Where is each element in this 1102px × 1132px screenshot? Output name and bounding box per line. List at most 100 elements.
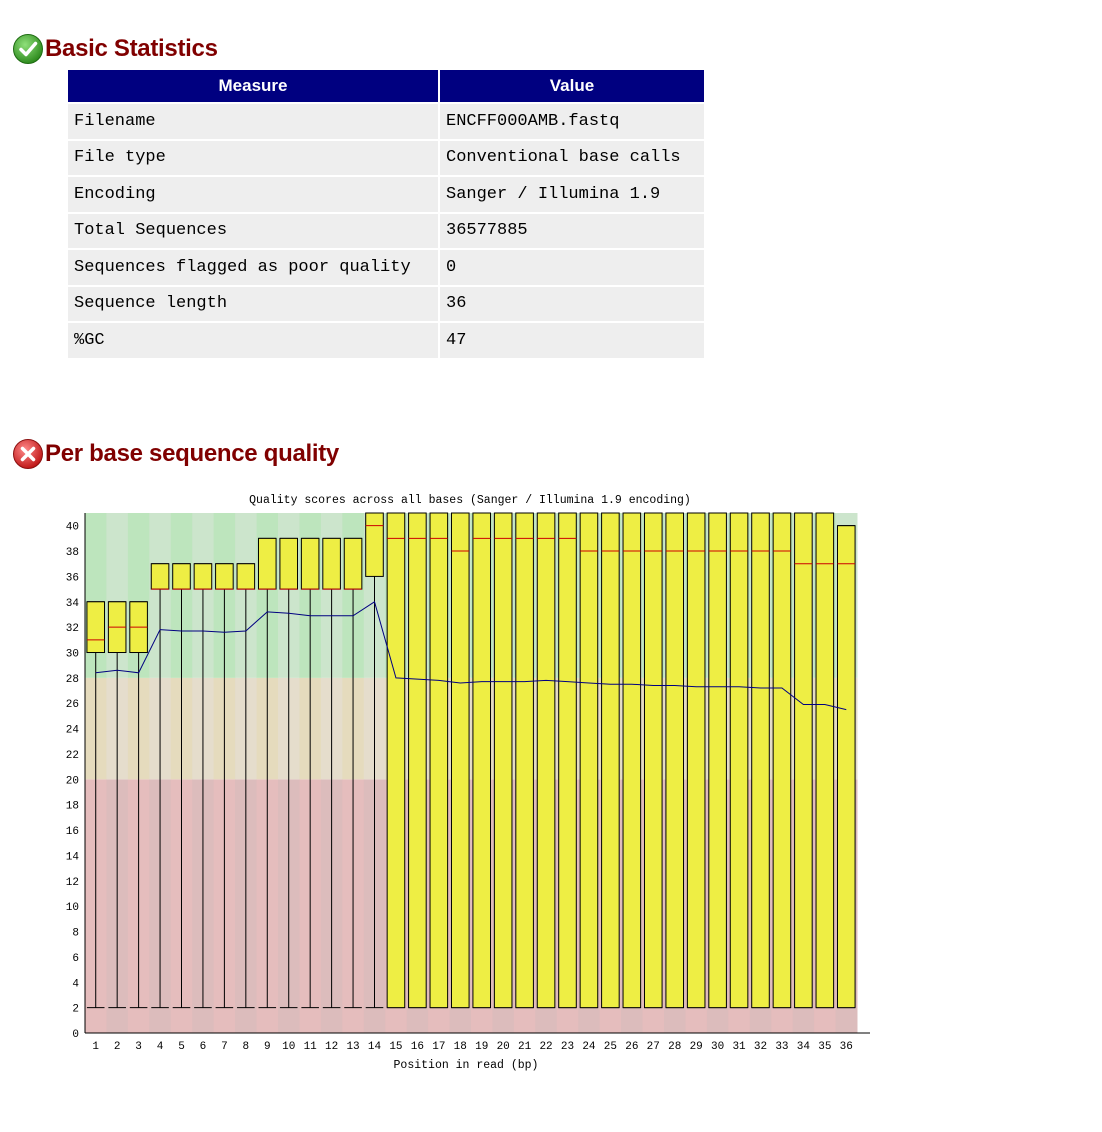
box-position-35 [815,512,835,1009]
y-tick-label: 28 [66,674,79,686]
y-tick-label: 20 [66,775,79,787]
value-cell: 47 [440,323,704,358]
table-row: %GC 47 [68,323,704,358]
box-iqr [386,512,406,1009]
x-tick-label: 32 [754,1041,767,1053]
y-tick-label: 0 [72,1029,79,1041]
box-iqr [86,601,106,654]
box-position-36 [836,525,856,1009]
box-position-25 [601,512,620,1009]
basic-statistics-table: Measure Value Filename ENCFF000AMB.fastq… [66,68,706,360]
x-tick-label: 15 [389,1041,402,1053]
x-tick-label: 1 [92,1041,99,1053]
box-position-23 [558,512,577,1009]
box-position-33 [772,512,792,1009]
y-tick-label: 24 [66,725,80,737]
column-header-value: Value [440,70,704,102]
table-row: Total Sequences 36577885 [68,213,704,248]
measure-cell: %GC [68,323,438,358]
box-position-12 [322,537,341,1009]
y-tick-label: 14 [66,851,80,863]
x-tick-label: 12 [325,1041,338,1053]
box-position-28 [665,512,685,1009]
table-header-row: Measure Value [68,70,704,102]
box-position-5 [172,563,191,1009]
box-position-31 [729,512,749,1009]
y-tick-label: 38 [66,547,79,559]
box-position-22 [536,512,556,1009]
box-position-24 [579,512,599,1009]
box-iqr [815,512,835,1009]
box-position-17 [429,512,449,1009]
box-position-11 [300,537,320,1009]
y-tick-label: 36 [66,572,79,584]
box-iqr [472,512,492,1009]
x-tick-label: 30 [711,1041,724,1053]
x-tick-label: 28 [668,1041,681,1053]
y-tick-label: 12 [66,877,79,889]
y-tick-label: 32 [66,623,79,635]
box-iqr [300,537,320,590]
x-tick-label: 13 [346,1041,359,1053]
x-tick-label: 35 [818,1041,831,1053]
x-axis-label: Position in read (bp) [394,1059,539,1072]
box-iqr [643,512,663,1009]
x-tick-label: 23 [561,1041,574,1053]
per-base-quality-heading: Per base sequence quality [12,437,339,471]
box-iqr [794,512,813,1009]
box-position-2 [107,601,127,1009]
x-tick-label: 4 [157,1041,164,1053]
box-iqr [215,563,234,590]
box-iqr [365,512,384,577]
table-row: Encoding Sanger / Illumina 1.9 [68,177,704,212]
box-iqr [515,512,534,1009]
x-tick-label: 3 [135,1041,142,1053]
x-tick-label: 17 [432,1041,445,1053]
box-position-16 [408,512,427,1009]
x-tick-label: 36 [840,1041,853,1053]
value-cell: 36577885 [440,213,704,248]
box-position-32 [751,512,770,1009]
box-iqr [665,512,685,1009]
x-tick-label: 9 [264,1041,271,1053]
box-position-34 [794,512,813,1009]
box-iqr [257,537,277,590]
basic-statistics-heading: Basic Statistics [12,32,218,66]
basic-statistics-title: Basic Statistics [45,35,218,62]
x-tick-label: 16 [411,1041,424,1053]
box-iqr [236,563,256,590]
x-tick-label: 20 [497,1041,510,1053]
value-cell: Conventional base calls [440,140,704,175]
box-iqr [601,512,620,1009]
cross-circle-icon [13,439,43,469]
box-position-26 [622,512,642,1009]
measure-cell: Filename [68,104,438,139]
check-circle-icon [13,34,43,64]
box-iqr [172,563,191,590]
x-tick-label: 25 [604,1041,617,1053]
x-tick-label: 7 [221,1041,228,1053]
box-iqr [708,512,727,1009]
box-iqr [408,512,427,1009]
y-tick-label: 34 [66,598,80,610]
x-tick-label: 18 [454,1041,467,1053]
y-tick-label: 8 [72,928,79,940]
table-row: File type Conventional base calls [68,140,704,175]
x-tick-label: 33 [775,1041,788,1053]
box-iqr [450,512,470,1009]
box-position-20 [493,512,513,1009]
x-tick-label: 6 [200,1041,207,1053]
x-tick-label: 26 [625,1041,638,1053]
x-tick-label: 27 [647,1041,660,1053]
x-tick-label: 11 [304,1041,318,1053]
measure-cell: Encoding [68,177,438,212]
x-tick-label: 10 [282,1041,295,1053]
mean-line-layer [95,600,847,711]
table-row: Filename ENCFF000AMB.fastq [68,104,704,139]
box-position-3 [129,601,148,1009]
measure-cell: File type [68,140,438,175]
y-tick-label: 10 [66,902,79,914]
box-iqr [686,512,706,1009]
